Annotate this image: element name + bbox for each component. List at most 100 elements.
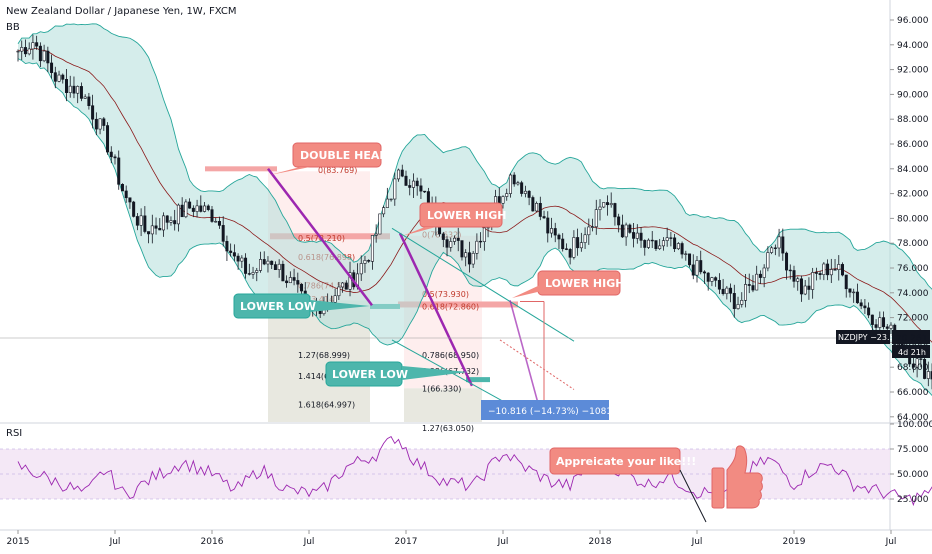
- indicator-label-bb[interactable]: BB: [6, 22, 20, 33]
- candle-body: [285, 280, 289, 284]
- price-tick-label: 66.000: [897, 388, 929, 398]
- projection-dotted: [499, 339, 575, 390]
- candle-body: [654, 240, 658, 249]
- candle-body: [531, 197, 535, 212]
- candle-body: [154, 225, 158, 229]
- candle-body: [591, 226, 595, 228]
- callout-lower-low-2[interactable]: LOWER LOW: [325, 361, 468, 387]
- trendline-down-2: [398, 232, 474, 387]
- candle-body: [538, 202, 542, 217]
- candle-body: [460, 240, 464, 258]
- candle-body: [878, 317, 882, 328]
- candle-body: [725, 287, 729, 295]
- callout-lower-high-2[interactable]: LOWER HIGH: [512, 270, 624, 298]
- candle-body: [72, 85, 76, 94]
- candle-body: [255, 270, 259, 273]
- candle-body: [344, 282, 348, 290]
- candle-body: [822, 263, 826, 275]
- candle-body: [751, 285, 755, 291]
- candle-body: [576, 237, 580, 249]
- drawings-back: 0(83.769)0.5(78.210)0.618(76.898)0.786(7…: [205, 166, 518, 433]
- candle-body: [535, 202, 539, 212]
- candle-body: [770, 247, 774, 253]
- candle-body: [911, 363, 915, 368]
- candle-body: [889, 324, 893, 329]
- fib-zone-2-lower: [404, 388, 482, 422]
- candle-body: [773, 247, 777, 249]
- candle-body: [874, 324, 878, 328]
- candle-body: [38, 45, 42, 62]
- symbol-tag: [836, 330, 890, 344]
- time-tick-label: Jul: [497, 537, 509, 547]
- indicator-label-rsi[interactable]: RSI: [6, 428, 22, 439]
- price-tick-label: 86.000: [897, 140, 929, 150]
- callout-like[interactable]: Appreicate your like!!!: [549, 447, 707, 523]
- candle-body: [46, 50, 50, 64]
- candle-body: [632, 232, 636, 239]
- candle-body: [479, 240, 483, 243]
- candle-body: [587, 226, 591, 236]
- projection-path: [509, 300, 541, 411]
- candle-body: [501, 196, 505, 204]
- candle-body: [829, 269, 833, 276]
- candle-body: [251, 272, 255, 275]
- candle-body: [826, 263, 830, 276]
- price-tick-label: 76.000: [897, 264, 929, 274]
- candle-body: [191, 207, 195, 212]
- candle-body: [788, 269, 792, 272]
- candle-body: [68, 85, 72, 93]
- fib-label: 1.27(68.999): [298, 351, 350, 360]
- callout-lower-high-1[interactable]: LOWER HIGH: [402, 202, 506, 236]
- candle-body: [799, 278, 803, 295]
- candle-body: [188, 201, 192, 209]
- candle-body: [423, 190, 427, 193]
- candle-body: [747, 284, 751, 286]
- candle-body: [210, 209, 214, 222]
- candle-body: [579, 242, 583, 249]
- candle-body: [617, 216, 621, 226]
- candle-body: [42, 50, 46, 62]
- candle-body: [635, 232, 639, 239]
- candle-body: [445, 239, 449, 248]
- candle-body: [613, 203, 617, 218]
- callout-double-head[interactable]: DOUBLE HEAD: [270, 142, 389, 175]
- candle-body: [262, 259, 266, 265]
- candle-body: [120, 184, 124, 192]
- time-axis[interactable]: 2015Jul2016Jul2017Jul2018Jul2019Jul2020J…: [7, 530, 932, 547]
- measure-label[interactable]: −10.816 (−14.73%) −1081.6: [481, 400, 621, 420]
- candle-body: [341, 282, 345, 288]
- candle-body: [471, 252, 475, 265]
- candle-body: [814, 272, 818, 274]
- candle-body: [106, 125, 110, 153]
- candle-body: [650, 239, 654, 242]
- candle-body: [57, 74, 61, 82]
- last-price-value: 70.261: [896, 334, 928, 344]
- candle-body: [598, 206, 602, 210]
- candle-body: [777, 236, 781, 249]
- candle-body: [523, 190, 527, 194]
- candle-body: [173, 220, 177, 225]
- candle-body: [195, 205, 199, 212]
- callout-lower-low-1[interactable]: LOWER LOW: [233, 293, 370, 319]
- candle-body: [452, 237, 456, 242]
- svg-text:LOWER HIGH: LOWER HIGH: [545, 277, 624, 290]
- trendline-down-1: [267, 168, 373, 306]
- candle-body: [620, 224, 624, 238]
- candle-body: [363, 260, 367, 264]
- candle-body: [400, 169, 404, 177]
- resistance-double-head: [205, 166, 277, 172]
- candle-body: [594, 209, 598, 228]
- candle-body: [665, 237, 669, 241]
- candle-body: [785, 252, 789, 271]
- candle-body: [844, 274, 848, 290]
- candle-body: [385, 198, 389, 208]
- candle-body: [408, 185, 412, 188]
- rsi-axis[interactable]: 100.000 75.000 50.000 25.000: [890, 420, 932, 505]
- candle-body: [863, 305, 867, 309]
- candle-body: [20, 47, 24, 52]
- candle-body: [508, 174, 512, 194]
- candle-body: [755, 273, 759, 291]
- candle-body: [65, 79, 69, 93]
- candle-body: [710, 277, 714, 282]
